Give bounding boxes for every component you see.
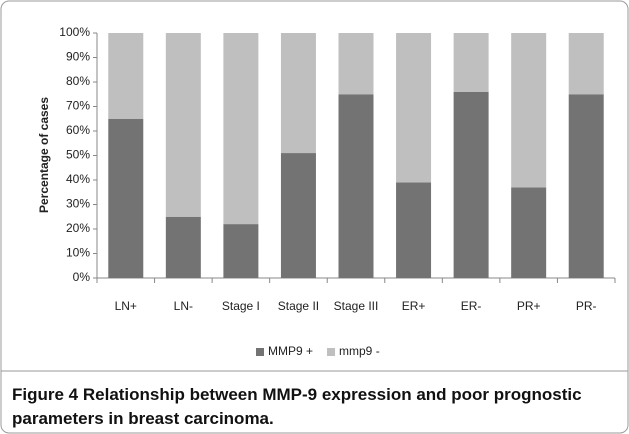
y-tick-label: 80% bbox=[66, 74, 90, 88]
y-tick-label: 0% bbox=[73, 270, 91, 284]
y-tick-label: 70% bbox=[66, 99, 90, 113]
y-axis-label: Percentage of cases bbox=[37, 97, 51, 213]
y-tick-label: 90% bbox=[66, 50, 90, 64]
bar-segment bbox=[165, 33, 201, 217]
bar-segment bbox=[568, 94, 604, 278]
x-tick-label: PR- bbox=[576, 299, 597, 313]
x-tick-label: LN+ bbox=[115, 299, 137, 313]
bar-segment bbox=[165, 216, 201, 278]
x-tick-label: LN- bbox=[174, 299, 193, 313]
caption: Figure 4 Relationship between MMP-9 expr… bbox=[12, 383, 612, 431]
caption-label: Figure 4 bbox=[12, 385, 79, 404]
bar-segment bbox=[453, 91, 489, 278]
x-tick-label: PR+ bbox=[517, 299, 541, 313]
bar-segment bbox=[280, 153, 316, 278]
bar-segment bbox=[511, 33, 547, 188]
x-tick-label: Stage II bbox=[278, 299, 319, 313]
bar-segment bbox=[396, 33, 432, 183]
bar-segment bbox=[453, 33, 489, 92]
bar-segment bbox=[108, 118, 144, 278]
legend-label: MMP9 + bbox=[268, 344, 313, 358]
bar-segment bbox=[396, 182, 432, 278]
y-tick-label: 60% bbox=[66, 123, 90, 137]
caption-text: Relationship between MMP-9 expression an… bbox=[12, 385, 582, 428]
y-tick-label: 10% bbox=[66, 246, 90, 260]
legend-swatch bbox=[327, 348, 336, 356]
legend-swatch bbox=[256, 348, 264, 356]
bar-segment bbox=[280, 33, 316, 154]
bar-segment bbox=[568, 33, 604, 95]
bar-segment bbox=[223, 224, 259, 278]
y-tick-label: 50% bbox=[66, 148, 90, 162]
x-tick-label: ER- bbox=[461, 299, 482, 313]
legend-label: mmp9 - bbox=[339, 344, 380, 358]
y-tick-label: 100% bbox=[59, 25, 90, 39]
y-tick-label: 30% bbox=[66, 197, 90, 211]
x-tick-label: Stage I bbox=[222, 299, 260, 313]
bar-segment bbox=[338, 94, 374, 278]
bar-segment bbox=[223, 33, 259, 225]
y-tick-label: 40% bbox=[66, 172, 90, 186]
bar-segment bbox=[108, 33, 144, 119]
x-tick-label: Stage III bbox=[334, 299, 379, 313]
y-tick-label: 20% bbox=[66, 221, 90, 235]
bar-segment bbox=[511, 187, 547, 278]
bar-segment bbox=[338, 33, 374, 95]
x-tick-label: ER+ bbox=[402, 299, 426, 313]
